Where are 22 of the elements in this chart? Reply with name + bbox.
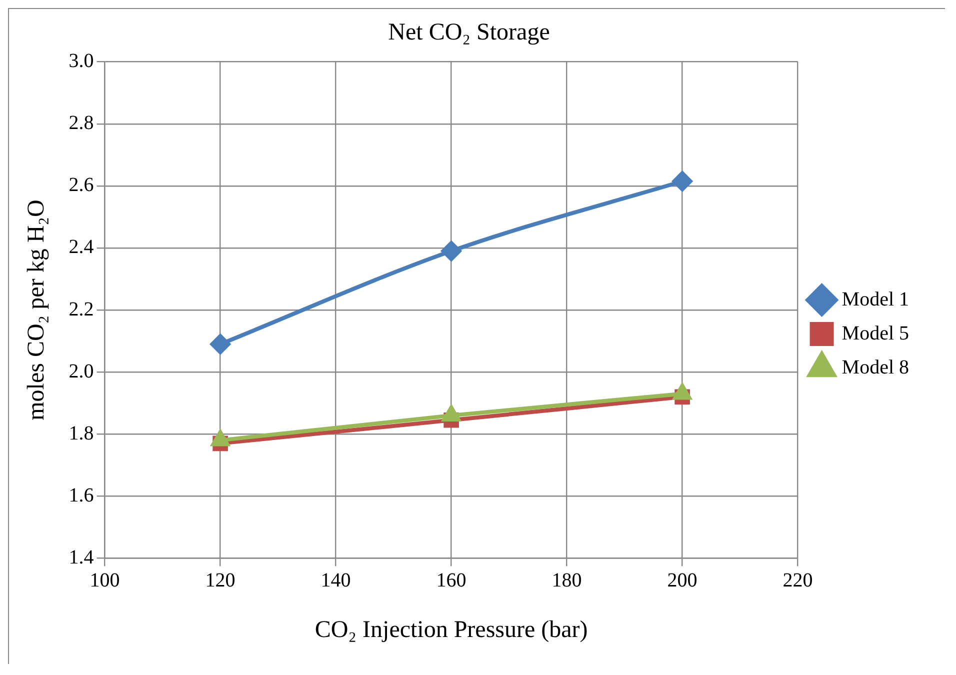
x-axis-title: CO₂ Injection Pressure (bar) xyxy=(314,616,588,643)
y-tick-label: 2.8 xyxy=(68,112,94,134)
y-axis-title: moles CO₂ per kg H₂O xyxy=(24,200,50,420)
y-tick-label: 1.6 xyxy=(68,484,94,506)
y-tick-label: 2.6 xyxy=(68,174,94,196)
chart-title: Net CO₂ Storage xyxy=(388,20,550,46)
x-tick-label: 180 xyxy=(552,569,582,592)
x-tick-label: 200 xyxy=(667,569,698,592)
y-tick-label: 2.2 xyxy=(68,298,94,320)
legend-label: Model 5 xyxy=(842,322,909,344)
x-tick-label: 220 xyxy=(782,569,813,592)
x-tick-label: 120 xyxy=(205,569,236,592)
y-tick-label: 2.4 xyxy=(68,236,94,258)
y-tick-label: 3.0 xyxy=(68,50,94,72)
x-tick-label: 100 xyxy=(90,569,120,592)
y-tick-label: 1.4 xyxy=(68,546,94,568)
legend-label: Model 1 xyxy=(842,288,909,310)
x-tick-label: 160 xyxy=(436,569,466,592)
x-tick-label: 140 xyxy=(320,569,351,592)
y-tick-label: 1.8 xyxy=(68,422,94,444)
y-tick-label: 2.0 xyxy=(68,360,94,382)
legend-label: Model 8 xyxy=(842,356,909,378)
